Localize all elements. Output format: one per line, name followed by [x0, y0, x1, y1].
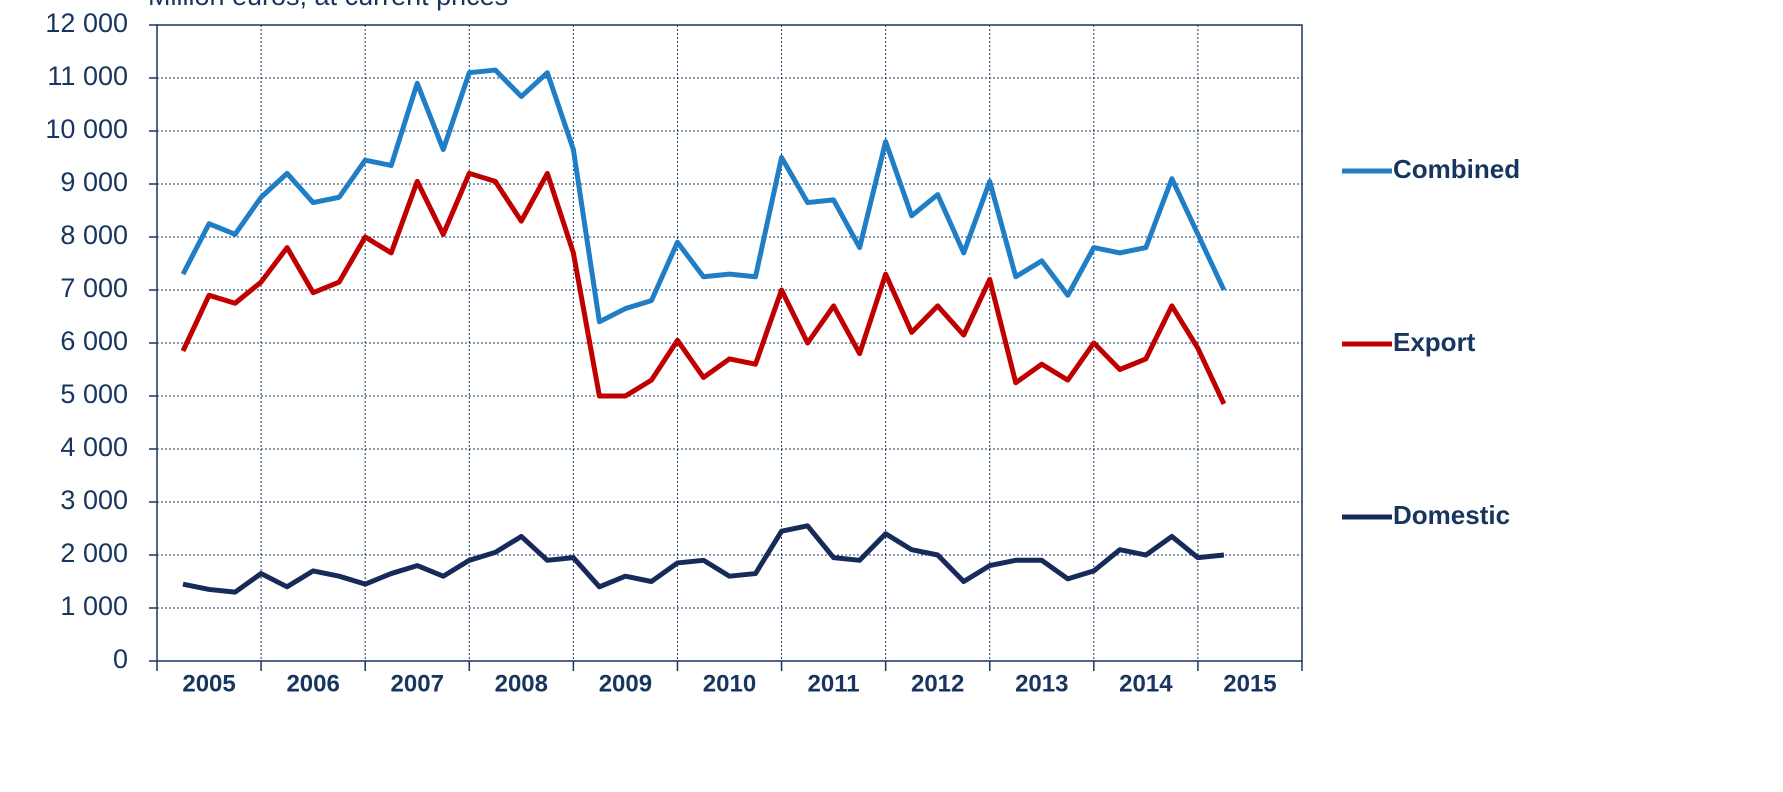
y-tick-label: 0: [113, 644, 128, 674]
y-tick-label: 1 000: [60, 591, 128, 621]
y-tick-label: 11 000: [47, 61, 128, 91]
chart-subtitle: Million euros, at current prices: [148, 0, 508, 11]
x-tick-label: 2007: [391, 670, 444, 697]
y-tick-label: 7 000: [60, 273, 128, 303]
x-tick-label: 2011: [808, 670, 860, 697]
x-tick-label: 2006: [286, 670, 339, 697]
x-tick-label: 2005: [182, 670, 235, 697]
series-line: [180, 170, 1227, 406]
x-tick-label: 2012: [911, 670, 964, 697]
y-tick-label: 8 000: [60, 220, 128, 250]
y-tick-label: 9 000: [60, 167, 128, 197]
plot-frame: [156, 24, 1303, 662]
legend-label: Export: [1393, 327, 1476, 357]
y-tick-label: 4 000: [60, 432, 128, 462]
x-tick-label: 2015: [1223, 670, 1276, 697]
series-line: [182, 523, 1225, 595]
y-tick-label: 2 000: [60, 538, 128, 568]
y-tick-label: 3 000: [60, 485, 128, 515]
x-tick-label: 2008: [495, 670, 548, 697]
series-line: [180, 67, 1227, 325]
y-tick-label: 5 000: [60, 379, 128, 409]
x-tick-label: 2013: [1015, 670, 1068, 697]
y-tick-label: 6 000: [60, 326, 128, 356]
y-tick-label: 10 000: [45, 114, 128, 144]
legend-label: Combined: [1393, 154, 1520, 184]
x-tick-label: 2014: [1119, 670, 1173, 697]
x-tick-label: 2009: [599, 670, 652, 697]
x-tick-label: 2010: [703, 670, 756, 697]
legend-label: Domestic: [1393, 500, 1510, 530]
y-tick-label: 12 000: [45, 8, 128, 38]
